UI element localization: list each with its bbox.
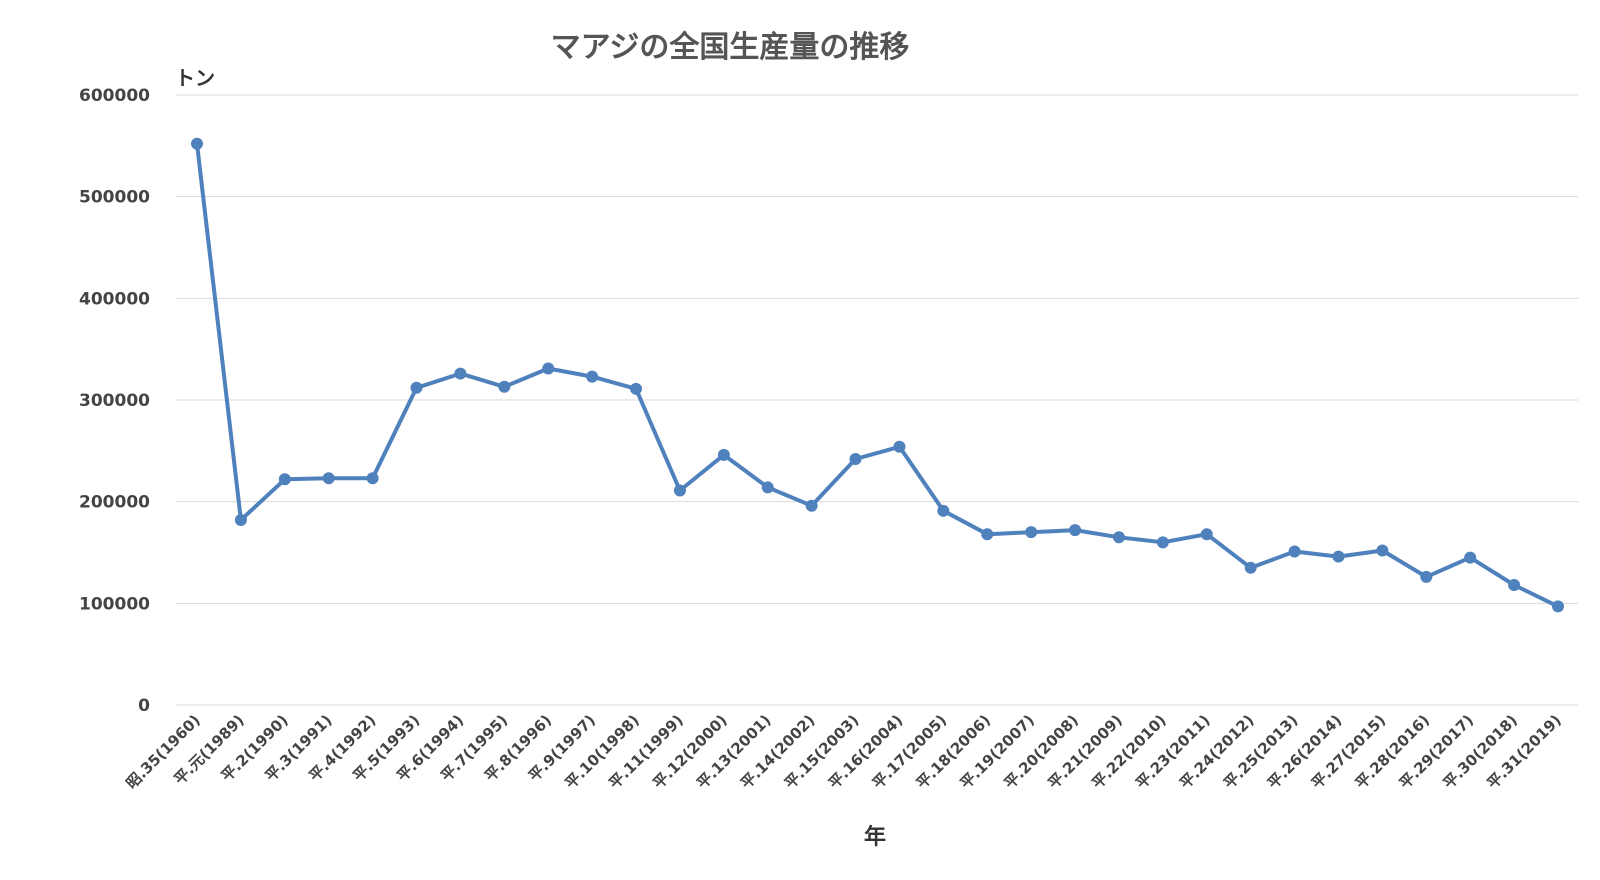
data-point <box>805 499 818 512</box>
data-point <box>410 381 423 394</box>
series-layer <box>191 137 1564 613</box>
data-point <box>1025 526 1038 539</box>
data-point <box>630 382 643 395</box>
data-point <box>278 473 291 486</box>
y-tick-label: 100000 <box>79 594 150 614</box>
gridlines <box>176 94 1578 706</box>
data-point <box>673 484 686 497</box>
data-point <box>454 367 467 380</box>
data-point <box>981 528 994 541</box>
data-point <box>1156 536 1169 549</box>
y-axis-label: トン <box>175 66 215 90</box>
data-point <box>542 362 555 375</box>
data-point <box>1332 550 1345 563</box>
y-tick-label: 400000 <box>79 289 150 309</box>
y-tick-label: 600000 <box>79 86 150 106</box>
data-point <box>586 370 599 383</box>
data-point <box>1376 544 1389 557</box>
data-point <box>1200 528 1213 541</box>
x-tick-label: 昭.35(1960) <box>122 711 203 792</box>
y-tick-label: 300000 <box>79 391 150 411</box>
data-point <box>717 448 730 461</box>
data-point <box>498 380 511 393</box>
data-point <box>761 481 774 494</box>
y-tick-label: 200000 <box>79 493 150 513</box>
data-point <box>1069 524 1082 537</box>
y-tick-label: 0 <box>138 696 150 716</box>
y-tick-label: 500000 <box>79 188 150 208</box>
data-point <box>1508 579 1521 592</box>
x-axis-label: 年 <box>864 824 886 850</box>
data-point <box>1244 561 1257 574</box>
data-point <box>366 472 379 485</box>
data-point <box>322 472 335 485</box>
data-point <box>1112 531 1125 544</box>
chart-title: マアジの全国生産量の推移 <box>551 30 910 65</box>
data-point <box>1420 570 1433 583</box>
data-point <box>937 504 950 517</box>
x-axis-ticks: 昭.35(1960)平.元(1989)平.2(1990)平.3(1991)平.4… <box>122 711 1564 792</box>
data-point <box>1288 545 1301 558</box>
data-point <box>1552 600 1564 613</box>
data-point <box>234 513 247 526</box>
y-axis-ticks: 0 100000 200000 300000 400000 500000 600000 <box>79 86 150 716</box>
series-line <box>195 141 1560 609</box>
data-point <box>191 137 203 150</box>
data-point <box>1464 551 1477 564</box>
data-point <box>849 452 862 465</box>
data-point <box>893 440 906 453</box>
